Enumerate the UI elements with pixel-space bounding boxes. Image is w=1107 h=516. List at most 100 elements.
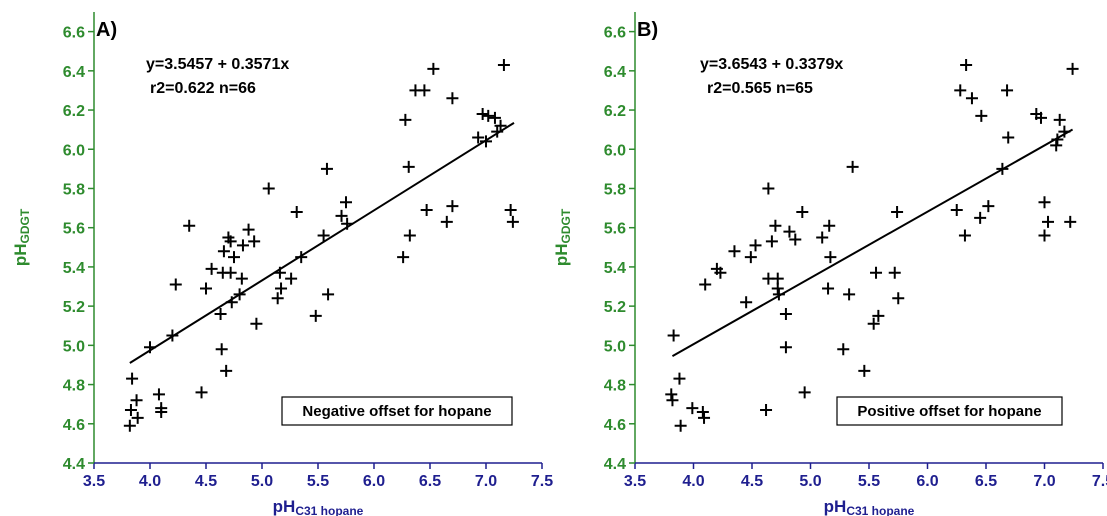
data-point: [309, 309, 322, 322]
annotation-text: Negative offset for hopane: [302, 403, 491, 420]
data-point: [275, 282, 288, 295]
regression-line: [671, 128, 1074, 357]
data-point: [771, 282, 784, 295]
x-axis-label: pHC31 hopane: [824, 497, 915, 516]
data-point: [772, 288, 785, 301]
data-point: [224, 266, 237, 279]
y-tick-label: 4.8: [604, 378, 626, 395]
data-point: [796, 206, 809, 219]
y-tick-label: 6.4: [63, 64, 85, 81]
data-point: [402, 160, 415, 173]
data-point: [248, 235, 261, 248]
data-point: [1002, 131, 1015, 144]
x-tick-label: 4.0: [682, 473, 704, 490]
x-tick-label: 7.5: [531, 473, 553, 490]
y-tick-label: 5.2: [604, 299, 626, 316]
x-axis-label-sub: C31 hopane: [846, 504, 914, 516]
data-point: [816, 231, 829, 244]
data-point: [250, 317, 263, 330]
data-point: [506, 215, 519, 228]
x-axis-label-main: pH: [273, 497, 296, 516]
x-tick-label: 4.0: [139, 473, 161, 490]
data-point: [1066, 62, 1079, 75]
data-point: [769, 219, 782, 232]
data-point: [271, 292, 284, 305]
data-point: [166, 329, 179, 342]
data-point: [130, 394, 143, 407]
data-point: [892, 292, 905, 305]
data-point: [322, 288, 335, 301]
data-point: [698, 411, 711, 424]
y-tick-label: 6.4: [604, 64, 626, 81]
data-point: [155, 406, 168, 419]
panel-label: B): [637, 19, 658, 41]
data-point: [420, 204, 433, 217]
data-point: [783, 225, 796, 238]
data-point: [242, 223, 255, 236]
y-tick-label: 4.6: [604, 417, 626, 434]
y-tick-label: 6.6: [63, 25, 85, 42]
x-tick-label: 5.0: [251, 473, 273, 490]
data-point: [340, 196, 352, 209]
data-point: [843, 288, 856, 301]
x-tick-label: 5.0: [799, 473, 821, 490]
y-axis-label: pHGDGT: [11, 208, 32, 266]
data-point: [494, 119, 507, 132]
data-point: [220, 364, 233, 377]
data-point: [1038, 229, 1051, 242]
data-point: [200, 282, 212, 295]
data-point: [950, 204, 963, 217]
data-point: [217, 245, 230, 258]
data-point: [488, 111, 501, 124]
data-point: [666, 394, 679, 407]
data-point: [823, 219, 836, 232]
y-tick-label: 5.4: [63, 260, 85, 277]
y-axis-label-sub: GDGT: [18, 208, 32, 243]
data-point: [236, 239, 249, 252]
y-tick-label: 6.0: [604, 142, 626, 159]
x-tick-label: 4.5: [741, 473, 763, 490]
data-point: [427, 62, 440, 75]
data-point: [397, 251, 410, 264]
data-point: [846, 160, 859, 173]
data-point: [974, 211, 987, 224]
data-point: [183, 219, 196, 232]
data-point: [749, 239, 762, 252]
data-point: [744, 251, 757, 264]
data-point: [958, 229, 971, 242]
x-tick-label: 4.5: [195, 473, 217, 490]
x-tick-label: 6.0: [916, 473, 938, 490]
data-point: [472, 131, 485, 144]
data-point: [131, 411, 144, 424]
y-axis-label: pHGDGT: [552, 208, 573, 266]
data-point: [1038, 196, 1051, 209]
data-point: [476, 107, 489, 120]
data-point: [891, 206, 904, 219]
data-point: [1050, 139, 1063, 152]
data-point: [215, 343, 228, 356]
data-point: [504, 204, 517, 217]
data-point: [982, 200, 995, 213]
panel-a: 3.5 4.0 4.5 5.0 5.5 6.0 6.5 7.0 7.5 4.4 4.6 4.8 5.0 5…: [11, 12, 553, 516]
data-point: [233, 288, 246, 301]
data-point: [144, 341, 156, 354]
data-point: [225, 296, 238, 309]
data-point: [779, 307, 792, 320]
data-point: [674, 419, 687, 432]
data-point: [317, 229, 330, 242]
y-tick-label: 5.4: [604, 260, 626, 277]
data-point: [169, 278, 182, 291]
y-tick-label: 5.6: [604, 221, 626, 238]
x-tick-label: 7.0: [1033, 473, 1055, 490]
data-point: [954, 84, 967, 97]
y-tick-label: 6.2: [604, 103, 626, 120]
data-point: [214, 307, 227, 320]
regression-equation: y=3.5457 + 0.3571x: [146, 56, 289, 73]
y-tick-label: 5.8: [604, 181, 626, 198]
data-point: [760, 404, 773, 417]
data-point: [262, 182, 275, 195]
data-point: [482, 109, 495, 122]
data-point: [665, 388, 678, 401]
y-tick-label: 6.2: [63, 103, 85, 120]
data-point: [960, 58, 973, 71]
